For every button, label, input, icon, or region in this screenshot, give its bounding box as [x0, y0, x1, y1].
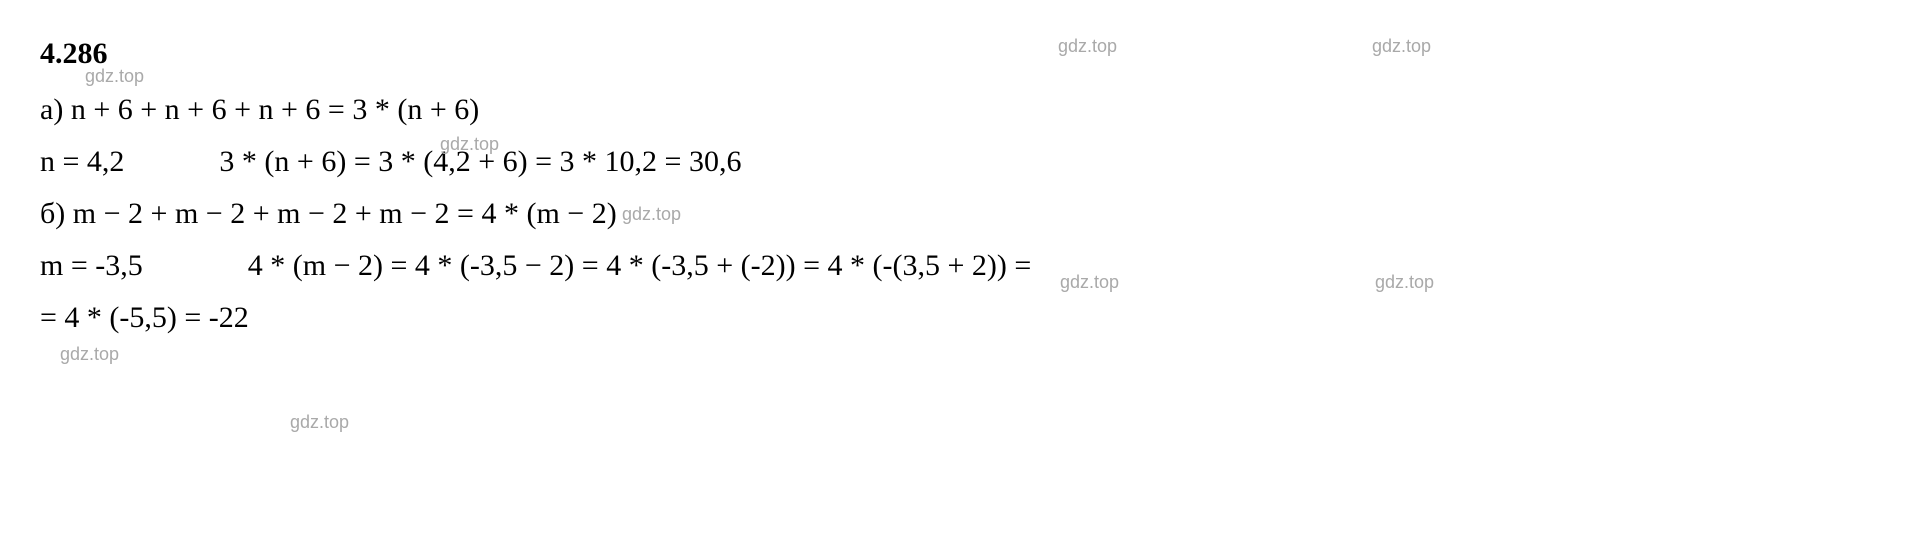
line-a-evaluation: n = 4,2 3 * (n + 6) = 3 * (4,2 + 6) = 3 …	[40, 138, 1890, 186]
line-b-expression: б) m − 2 + m − 2 + m − 2 + m − 2 = 4 * (…	[40, 190, 1890, 238]
problem-number: 4.286	[40, 30, 1890, 78]
line-b-eval-part1: m = -3,5 4 * (m − 2) = 4 * (-3,5 − 2) = …	[40, 242, 1890, 290]
eval-b-part2: = 4 * (-5,5) = -22	[40, 301, 249, 334]
expr-b: m − 2 + m − 2 + m − 2 + m − 2 = 4 * (m −…	[73, 197, 617, 230]
expr-a: n + 6 + n + 6 + n + 6 = 3 * (n + 6)	[71, 93, 479, 126]
n-value: n = 4,2	[40, 145, 124, 178]
line-a-expression: а) n + 6 + n + 6 + n + 6 = 3 * (n + 6)	[40, 86, 1890, 134]
eval-a: 3 * (n + 6) = 3 * (4,2 + 6) = 3 * 10,2 =…	[219, 145, 741, 178]
line-b-eval-part2: = 4 * (-5,5) = -22	[40, 294, 1890, 342]
label-a: а)	[40, 93, 63, 126]
watermark-text: gdz.top	[290, 408, 349, 437]
m-value: m = -3,5	[40, 249, 143, 282]
eval-b-part1: 4 * (m − 2) = 4 * (-3,5 − 2) = 4 * (-3,5…	[248, 249, 1032, 282]
label-b: б)	[40, 197, 65, 230]
watermark-text: gdz.top	[60, 340, 119, 369]
